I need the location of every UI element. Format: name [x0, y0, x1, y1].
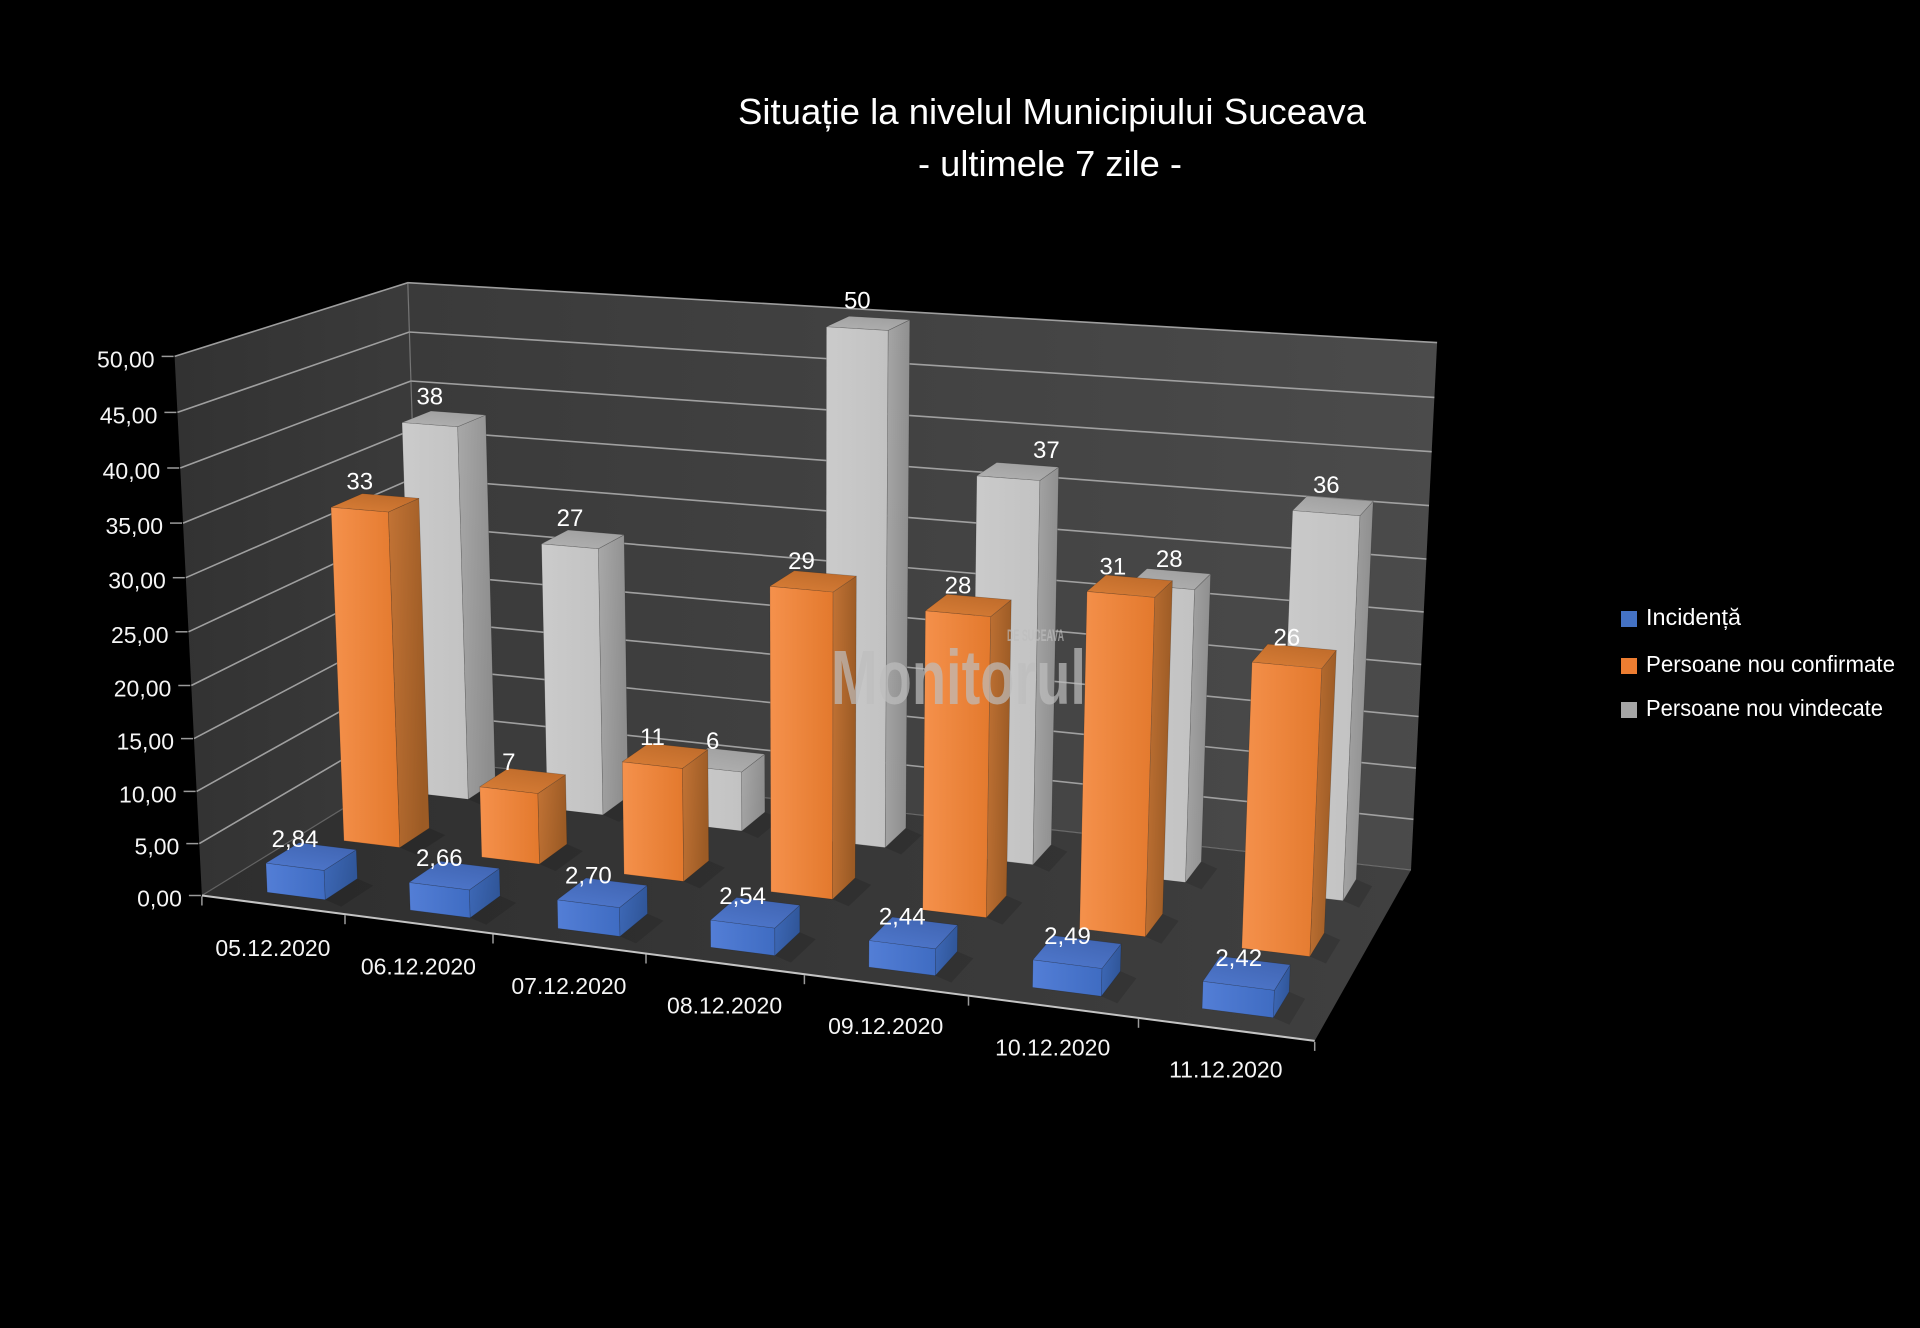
svg-text:6: 6 — [706, 728, 719, 755]
svg-text:50: 50 — [844, 288, 871, 315]
svg-text:2,42: 2,42 — [1215, 945, 1262, 972]
svg-text:11.12.2020: 11.12.2020 — [1169, 1056, 1282, 1082]
svg-text:2,84: 2,84 — [272, 826, 319, 853]
svg-text:Monitorul: Monitorul — [831, 635, 1086, 721]
svg-text:06.12.2020: 06.12.2020 — [361, 954, 476, 980]
svg-text:Persoane nou vindecate: Persoane nou vindecate — [1646, 695, 1883, 721]
svg-text:09.12.2020: 09.12.2020 — [828, 1013, 943, 1039]
svg-text:10,00: 10,00 — [119, 781, 177, 807]
svg-text:20,00: 20,00 — [114, 676, 172, 702]
svg-text:31: 31 — [1100, 553, 1127, 580]
svg-text:Situație la nivelul Municipiul: Situație la nivelul Municipiului Suceava — [738, 91, 1367, 132]
svg-text:2,54: 2,54 — [719, 883, 766, 910]
svg-text:05.12.2020: 05.12.2020 — [215, 935, 330, 961]
svg-text:Persoane nou confirmate: Persoane nou confirmate — [1646, 651, 1895, 677]
svg-text:2,49: 2,49 — [1044, 923, 1091, 950]
svg-text:35,00: 35,00 — [105, 513, 163, 539]
svg-text:07.12.2020: 07.12.2020 — [511, 973, 626, 999]
svg-text:30,00: 30,00 — [108, 568, 166, 594]
svg-text:2,44: 2,44 — [879, 904, 926, 931]
svg-text:11: 11 — [640, 724, 665, 751]
svg-text:37: 37 — [1033, 437, 1060, 464]
svg-text:0,00: 0,00 — [137, 886, 182, 912]
svg-text:- ultimele 7 zile -: - ultimele 7 zile - — [918, 143, 1182, 184]
svg-text:38: 38 — [416, 384, 443, 411]
svg-text:29: 29 — [788, 548, 815, 575]
svg-text:5,00: 5,00 — [135, 834, 180, 860]
svg-text:26: 26 — [1274, 624, 1301, 651]
svg-text:15,00: 15,00 — [116, 729, 174, 755]
svg-text:36: 36 — [1313, 472, 1340, 499]
svg-text:28: 28 — [945, 573, 972, 600]
svg-text:50,00: 50,00 — [97, 346, 155, 372]
svg-text:DE SUCEAVA: DE SUCEAVA — [1007, 626, 1064, 645]
svg-text:10.12.2020: 10.12.2020 — [995, 1034, 1110, 1060]
svg-text:Incidență: Incidență — [1646, 604, 1741, 630]
svg-text:25,00: 25,00 — [111, 622, 169, 648]
svg-text:2,70: 2,70 — [565, 863, 612, 890]
svg-text:28: 28 — [1156, 546, 1183, 573]
svg-text:33: 33 — [346, 469, 373, 496]
svg-text:45,00: 45,00 — [100, 402, 158, 428]
svg-text:27: 27 — [557, 505, 584, 532]
svg-text:2,66: 2,66 — [416, 845, 463, 872]
svg-text:40,00: 40,00 — [103, 458, 161, 484]
svg-text:08.12.2020: 08.12.2020 — [667, 993, 782, 1019]
svg-text:7: 7 — [502, 749, 515, 776]
